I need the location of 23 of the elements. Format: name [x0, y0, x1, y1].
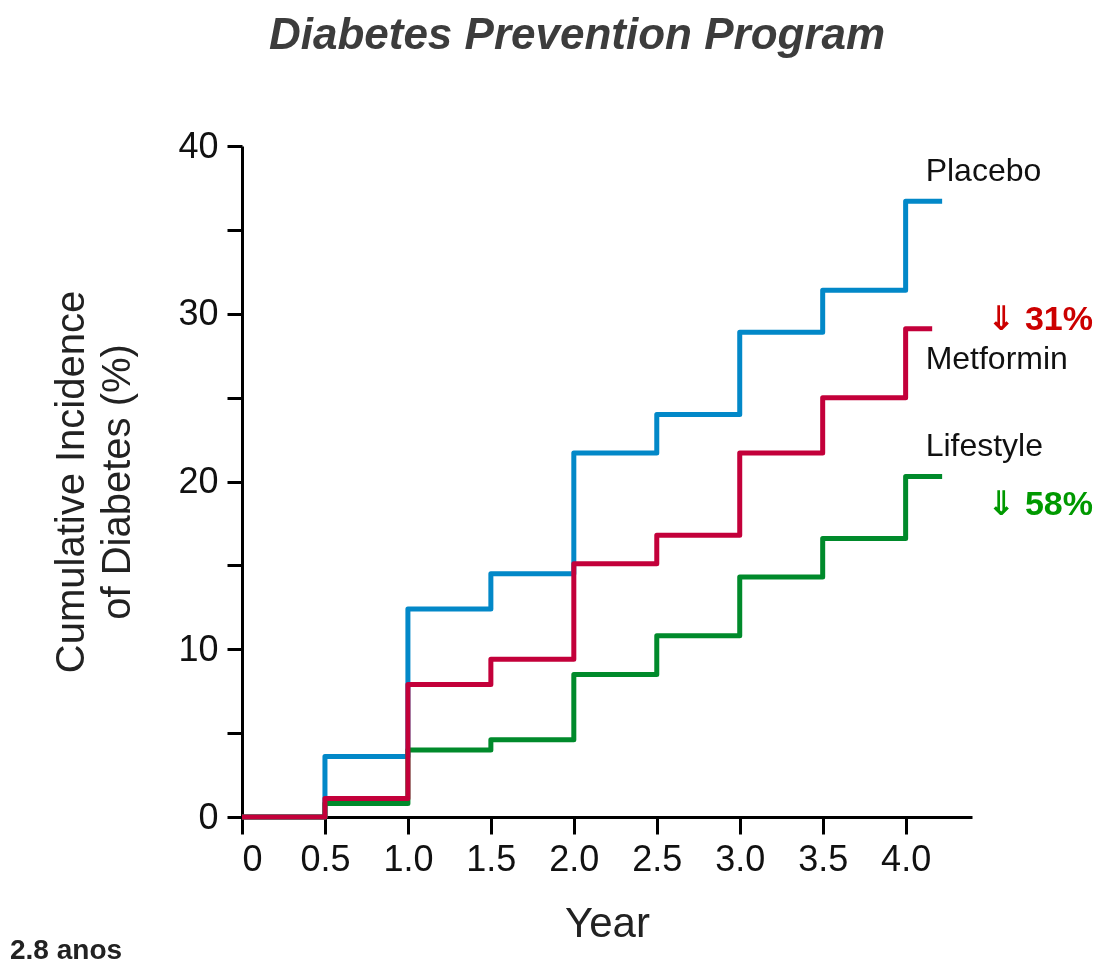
chart-title: Diabetes Prevention Program: [268, 9, 886, 58]
text: ⇓ 31%: [987, 299, 1093, 337]
x-tick-label: 1.5: [466, 837, 517, 879]
y-tick-label: 0: [198, 795, 219, 837]
x-tick-label: 3.0: [715, 837, 766, 879]
x-tick-label: 2.0: [549, 837, 600, 879]
text: ⇓ 58%: [987, 484, 1093, 522]
y-tick-label: 40: [178, 124, 219, 166]
y-tick-label: 10: [178, 627, 219, 669]
series-label: Placebo: [925, 152, 1042, 189]
x-tick-label: 2.5: [632, 837, 683, 879]
series-label: Lifestyle: [925, 427, 1044, 464]
y-axis-title: Cumulative Incidence of Diabetes (%): [48, 290, 139, 674]
x-tick-label: 0: [242, 837, 263, 879]
text: 2.8 anos: [10, 934, 123, 965]
y-tick-label: 30: [178, 292, 219, 334]
x-tick-label: 0.5: [300, 837, 351, 879]
series-label: Metformin: [925, 339, 1068, 376]
y-tick-label: 20: [178, 460, 219, 501]
x-tick-label: 3.5: [798, 837, 849, 879]
x-axis-title: Year: [565, 898, 650, 946]
x-tick-label: 4.0: [881, 837, 932, 879]
x-tick-label: 1.0: [383, 837, 434, 879]
